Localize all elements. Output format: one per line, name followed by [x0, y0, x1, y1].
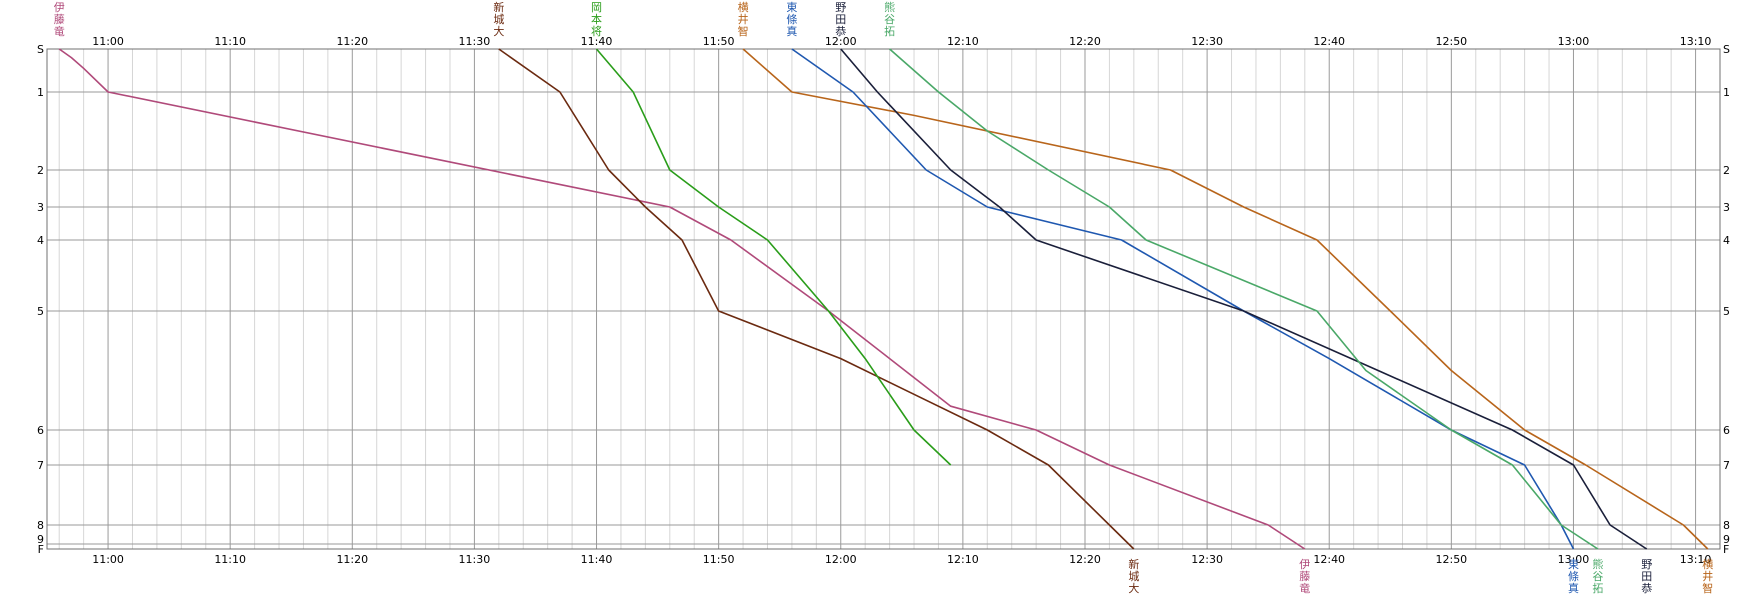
y-tick-label-right: 5	[1723, 305, 1730, 318]
y-tick-label-right: 6	[1723, 424, 1730, 437]
series-line	[595, 48, 952, 466]
y-tick-label-right: 8	[1723, 519, 1730, 532]
x-tick-label-bottom: 12:30	[1191, 553, 1223, 566]
x-tick-label-top: 12:40	[1313, 35, 1345, 48]
x-tick-label-top: 12:00	[825, 35, 857, 48]
series-name-bottom: 熊谷拓	[1592, 557, 1603, 595]
y-tick-label-left: 6	[37, 424, 44, 437]
y-tick-label-left: 4	[37, 234, 44, 247]
x-tick-label-bottom: 12:40	[1313, 553, 1345, 566]
x-tick-label-top: 11:10	[214, 35, 246, 48]
series-name-bottom: 伊藤竜	[1299, 558, 1310, 595]
x-tick-label-bottom: 12:10	[947, 553, 979, 566]
series-name-bottom: 野田恭	[1641, 558, 1652, 595]
x-tick-label-top: 11:40	[581, 35, 613, 48]
series-name-top: 野田恭	[835, 1, 846, 38]
y-tick-label-right: S	[1723, 43, 1730, 56]
plot-border	[46, 48, 1721, 550]
y-tick-label-right: 3	[1723, 201, 1730, 214]
series-lines	[58, 48, 1709, 550]
y-tick-label-left: 7	[37, 459, 44, 472]
x-tick-label-bottom: 11:10	[214, 553, 246, 566]
series-name-top: 熊谷拓	[884, 0, 895, 38]
y-tick-label-right: 1	[1723, 86, 1730, 99]
x-tick-label-top: 13:10	[1680, 35, 1712, 48]
x-tick-label-top: 11:30	[459, 35, 491, 48]
series-name-bottom: 東條真	[1568, 558, 1579, 595]
y-tick-label-left: 8	[37, 519, 44, 532]
series-line	[58, 48, 1306, 550]
minor-gridlines	[58, 49, 1721, 549]
series-name-top: 岡本将	[591, 1, 602, 38]
y-tick-label-right: 7	[1723, 459, 1730, 472]
y-tick-label-left: 3	[37, 201, 44, 214]
series-name-top: 東條真	[786, 1, 797, 38]
series-name-top: 新城大	[493, 0, 504, 38]
x-tick-label-bottom: 11:30	[459, 553, 491, 566]
x-tick-label-bottom: 11:50	[703, 553, 735, 566]
x-tick-label-bottom: 12:00	[825, 553, 857, 566]
plot-frame	[46, 48, 1721, 550]
x-tick-label-bottom: 12:20	[1069, 553, 1101, 566]
series-line	[498, 48, 1135, 550]
y-tick-label-left: S	[37, 43, 44, 56]
y-tick-label-left: 9	[37, 533, 44, 546]
x-tick-label-top: 12:20	[1069, 35, 1101, 48]
x-tick-label-top: 12:10	[947, 35, 979, 48]
y-tick-label-right: F	[1723, 543, 1729, 556]
y-tick-label-left: F	[38, 543, 44, 556]
y-tick-label-right: 4	[1723, 234, 1730, 247]
y-tick-label-left: 1	[37, 86, 44, 99]
series-line	[742, 48, 1709, 550]
x-tick-label-top: 12:50	[1435, 35, 1467, 48]
y-tick-label-right: 2	[1723, 164, 1730, 177]
x-tick-label-bottom: 13:00	[1558, 553, 1590, 566]
x-tick-label-top: 11:50	[703, 35, 735, 48]
x-tick-label-top: 11:00	[92, 35, 124, 48]
series-line	[840, 48, 1648, 550]
x-tick-label-bottom: 11:40	[581, 553, 613, 566]
x-tick-label-bottom: 11:20	[336, 553, 368, 566]
x-tick-label-bottom: 11:00	[92, 553, 124, 566]
y-tick-label-left: 2	[37, 164, 44, 177]
x-tick-label-top: 11:20	[336, 35, 368, 48]
x-tick-label-bottom: 13:10	[1680, 553, 1712, 566]
tick-labels: 11:00 11:00 11:10 11:10 11:20 11:20 11:30 11:30…	[37, 35, 1730, 566]
series-name-bottom: 新城大	[1128, 557, 1139, 595]
series-name-top: 横井智	[738, 0, 749, 38]
x-tick-label-top: 12:30	[1191, 35, 1223, 48]
y-tick-label-right: 9	[1723, 533, 1730, 546]
series-name-bottom: 横井智	[1702, 557, 1713, 595]
x-tick-label-bottom: 12:50	[1435, 553, 1467, 566]
x-tick-label-top: 13:00	[1558, 35, 1590, 48]
series-name-top: 伊藤竜	[54, 1, 65, 38]
series-line	[889, 48, 1599, 550]
y-tick-label-left: 5	[37, 305, 44, 318]
